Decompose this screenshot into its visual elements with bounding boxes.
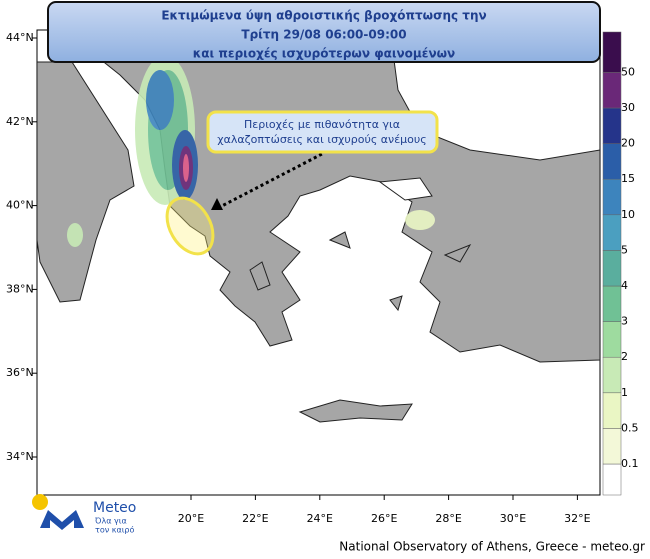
colorbar-label: 50: [621, 65, 635, 78]
title-line: και περιοχές ισχυρότερων φαινομένων: [193, 47, 455, 61]
land: [249, 231, 472, 312]
colorbar-label: 15: [621, 172, 635, 185]
lat-label: 38°N: [6, 282, 34, 295]
colorbar-segment: [602, 321, 622, 358]
lon-label: 24°E: [307, 512, 333, 525]
lat-label: 34°N: [6, 450, 34, 463]
colorbar-segment: [602, 31, 622, 73]
highlight-area: [165, 196, 215, 256]
footer: National Observatory of Athens, Greece -…: [339, 540, 645, 554]
colorbar-label: 30: [621, 101, 635, 114]
colorbar-label: 20: [621, 137, 635, 150]
title-box: [47, 1, 601, 63]
rain-overlay: [67, 55, 435, 247]
annotation-line: Περιοχές με πιθανότητα για: [244, 118, 400, 131]
colorbar-label: 5: [621, 243, 628, 256]
colorbar-label: 0.1: [621, 457, 639, 470]
sea-of-marmara: [378, 177, 433, 201]
land: [298, 399, 413, 423]
colorbar-label: 0.5: [621, 421, 639, 434]
lon-label: 20°E: [178, 512, 204, 525]
pointer-line: [217, 152, 323, 210]
lat-label: 36°N: [6, 366, 34, 379]
lon-label: 28°E: [435, 512, 461, 525]
title-line: Τρίτη 29/08 06:00-09:00: [241, 28, 406, 42]
colorbar-label: 1: [621, 386, 628, 399]
marker: [211, 198, 223, 210]
colorbar-label: 2: [621, 350, 628, 363]
logo-tagline: τον καιρό: [95, 525, 134, 535]
lat-label: 44°N: [6, 31, 34, 44]
logo-name: Meteo: [93, 500, 136, 516]
colorbar-segment: [602, 72, 622, 109]
colorbar-segment: [602, 178, 622, 216]
lon-label: 32°E: [564, 512, 590, 525]
colorbar-segment: [602, 392, 622, 429]
colorbar-segment: [602, 250, 622, 287]
lon-label: 26°E: [371, 512, 397, 525]
land: [37, 61, 135, 303]
colorbar-segment: [602, 214, 622, 251]
lat-label: 42°N: [6, 115, 34, 128]
colorbar-segment: [602, 428, 622, 465]
annotation-box: [206, 110, 439, 154]
colorbar-label: 3: [621, 315, 628, 328]
colorbar-segment: [602, 463, 622, 496]
logo-sun: [32, 494, 48, 510]
colorbar-label: 4: [621, 279, 628, 292]
colorbar-segment: [602, 356, 622, 394]
annotation-line: χαλαζοπτώσεις και ισχυρούς ανέμους: [217, 133, 426, 146]
colorbar-segment: [602, 107, 622, 144]
lon-label: 22°E: [242, 512, 268, 525]
colorbar-segment: [602, 143, 622, 180]
title-line: Εκτιμώμενα ύψη αθροιστικής βροχόπτωσης τ…: [161, 9, 486, 23]
colorbar-label: 10: [621, 208, 635, 221]
colorbar-segment: [602, 285, 622, 322]
lat-label: 40°N: [6, 199, 34, 212]
lon-label: 30°E: [500, 512, 526, 525]
logo-mark: [40, 510, 84, 530]
logo-tagline: Όλα για: [94, 516, 127, 526]
